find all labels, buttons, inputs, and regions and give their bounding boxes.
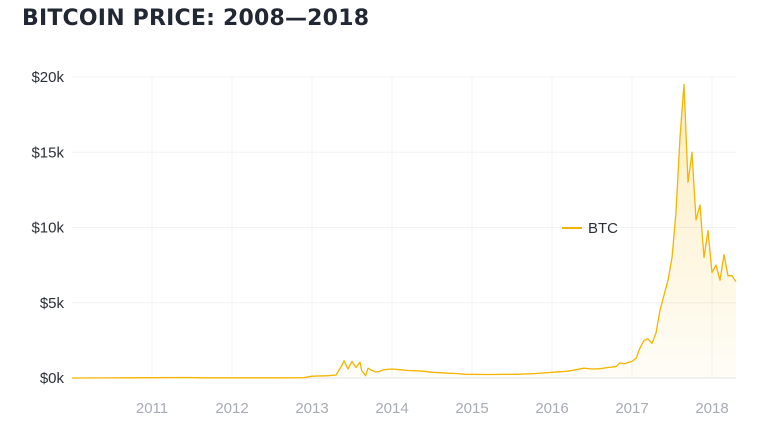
legend-label: BTC — [588, 220, 618, 237]
x-tick-label: 2013 — [295, 400, 328, 417]
y-tick-label: $0k — [40, 370, 65, 387]
x-tick-label: 2014 — [375, 400, 408, 417]
y-tick-label: $20k — [31, 69, 64, 86]
x-tick-label: 2011 — [136, 400, 168, 417]
series-line-0 — [71, 83, 737, 379]
x-tick-label: 2018 — [695, 400, 728, 417]
x-tick-label: 2016 — [535, 400, 568, 417]
y-tick-label: $10k — [31, 220, 64, 237]
x-tick-label: 2017 — [615, 400, 648, 417]
y-tick-label: $5k — [40, 295, 65, 312]
chart-title: BITCOIN PRICE: 2008—2018 — [22, 6, 370, 31]
series-area-0 — [72, 84, 736, 378]
x-tick-label: 2015 — [455, 400, 488, 417]
y-tick-label: $15k — [31, 144, 64, 161]
x-tick-label: 2012 — [215, 400, 248, 417]
